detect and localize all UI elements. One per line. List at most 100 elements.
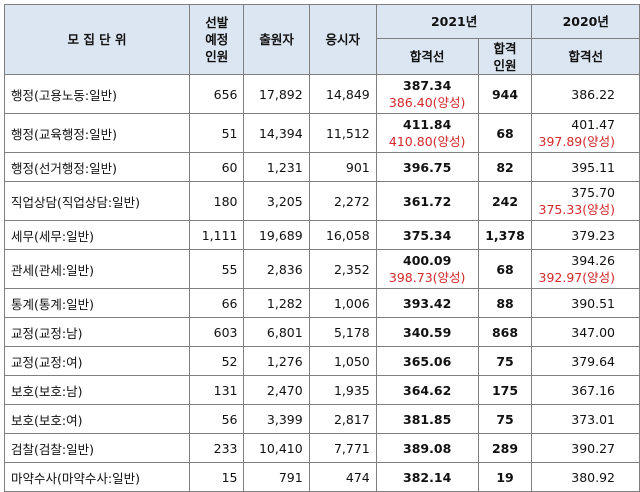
- cutoff-2020-cell: 386.22: [531, 74, 640, 114]
- header-planned-line: 예정: [205, 32, 229, 47]
- cutoff-2020-value: 395.11: [571, 159, 615, 175]
- cutoff-2020-value: 380.92: [571, 469, 615, 485]
- planned-cell: 603: [189, 317, 245, 347]
- planned-cell: 55: [189, 249, 245, 289]
- applicants-cell: 791: [243, 462, 310, 492]
- table-row: 관세(관세:일반) 55 2,836 2,352 400.09 398.73(양성) 68 3…: [3, 249, 640, 289]
- passers-cell: 944: [477, 74, 533, 114]
- applicants-cell: 19,689: [243, 220, 310, 250]
- header-planned-line: 선발: [205, 15, 229, 30]
- header-passers-line: 합격: [493, 40, 517, 56]
- results-table: 모 집 단 위 선발 예정 인원 출원자 응시자 2021년 2020년 합격선…: [3, 4, 640, 492]
- cutoff-2020-gender-note: 375.33(양성): [538, 202, 616, 217]
- cutoff-2021-cell: 381.85: [375, 404, 479, 434]
- takers-cell: 2,272: [308, 181, 377, 221]
- cutoff-2021-value: 365.06: [403, 353, 452, 369]
- applicants-cell: 1,231: [243, 152, 310, 182]
- header-planned: 선발 예정 인원: [189, 4, 245, 75]
- cutoff-2021-cell: 411.84 410.80(양성): [375, 113, 479, 153]
- unit-cell: 교정(교정:남): [3, 317, 191, 347]
- planned-cell: 56: [189, 404, 245, 434]
- unit-cell: 보호(보호:남): [3, 375, 191, 405]
- takers-cell: 474: [308, 462, 377, 492]
- cutoff-2021-cell: 382.14: [375, 462, 479, 492]
- header-planned-line: 인원: [205, 49, 229, 64]
- applicants-cell: 2,470: [243, 375, 310, 405]
- takers-cell: 1,935: [308, 375, 377, 405]
- planned-cell: 233: [189, 433, 245, 463]
- planned-cell: 15: [189, 462, 245, 492]
- cutoff-2020-cell: 379.64: [531, 346, 640, 376]
- passers-cell: 242: [477, 181, 533, 221]
- cutoff-2021-gender-note: 398.73(양성): [388, 270, 466, 285]
- cutoff-2020-cell: 375.70 375.33(양성): [531, 181, 640, 221]
- cutoff-2020-cell: 390.51: [531, 288, 640, 318]
- cutoff-2021-value: 396.75: [403, 159, 452, 175]
- cutoff-2020-value: 375.70: [571, 185, 615, 200]
- planned-cell: 1,111: [189, 220, 245, 250]
- passers-cell: 289: [477, 433, 533, 463]
- applicants-cell: 3,205: [243, 181, 310, 221]
- cutoff-2021-cell: 400.09 398.73(양성): [375, 249, 479, 289]
- cutoff-2021-value: 389.08: [403, 440, 452, 456]
- cutoff-2020-cell: 373.01: [531, 404, 640, 434]
- takers-cell: 5,178: [308, 317, 377, 347]
- table-row: 행정(고용노동:일반) 656 17,892 14,849 387.34 386.40(양…: [3, 74, 640, 114]
- takers-cell: 1,006: [308, 288, 377, 318]
- cutoff-2021-cell: 389.08: [375, 433, 479, 463]
- unit-cell: 행정(선거행정:일반): [3, 152, 191, 182]
- table-row: 교정(교정:여) 52 1,276 1,050 365.06 75 379.64: [3, 346, 640, 376]
- cutoff-2020-value: 401.47: [571, 117, 615, 132]
- cutoff-2021-cell: 340.59: [375, 317, 479, 347]
- cutoff-2020-value: 367.16: [571, 382, 615, 398]
- header-unit: 모 집 단 위: [3, 4, 191, 75]
- cutoff-2021-cell: 375.34: [375, 220, 479, 250]
- cutoff-2020-cell: 390.27: [531, 433, 640, 463]
- cutoff-2020-value: 390.51: [571, 295, 615, 311]
- header-year-2020: 2020년: [531, 4, 640, 39]
- applicants-cell: 14,394: [243, 113, 310, 153]
- takers-cell: 11,512: [308, 113, 377, 153]
- unit-cell: 통계(통계:일반): [3, 288, 191, 318]
- unit-cell: 행정(고용노동:일반): [3, 74, 191, 114]
- header-cutoff-2021: 합격선: [375, 38, 479, 75]
- table-row: 마약수사(마약수사:일반) 15 791 474 382.14 19 380.92: [3, 462, 640, 492]
- cutoff-2021-gender-note: 386.40(양성): [388, 95, 466, 110]
- cutoff-2020-value: 347.00: [571, 324, 615, 340]
- passers-cell: 68: [477, 249, 533, 289]
- header-passers: 합격 인원: [477, 38, 533, 75]
- table-row: 행정(교육행정:일반) 51 14,394 11,512 411.84 410.80(양성…: [3, 113, 640, 153]
- planned-cell: 131: [189, 375, 245, 405]
- takers-cell: 7,771: [308, 433, 377, 463]
- table-row: 교정(교정:남) 603 6,801 5,178 340.59 868 347.00: [3, 317, 640, 347]
- table-row: 검찰(검찰:일반) 233 10,410 7,771 389.08 289 390.27: [3, 433, 640, 463]
- cutoff-2020-cell: 367.16: [531, 375, 640, 405]
- cutoff-2020-cell: 379.23: [531, 220, 640, 250]
- cutoff-2021-value: 400.09: [403, 253, 452, 268]
- cutoff-2020-value: 394.26: [571, 253, 615, 268]
- unit-cell: 교정(교정:여): [3, 346, 191, 376]
- table-row: 행정(선거행정:일반) 60 1,231 901 396.75 82 395.11: [3, 152, 640, 182]
- cutoff-2020-cell: 394.26 392.97(양성): [531, 249, 640, 289]
- planned-cell: 60: [189, 152, 245, 182]
- cutoff-2020-gender-note: 397.89(양성): [538, 134, 616, 149]
- table-body: 행정(고용노동:일반) 656 17,892 14,849 387.34 386.40(양…: [3, 74, 640, 492]
- cutoff-2021-value: 393.42: [403, 295, 452, 311]
- takers-cell: 901: [308, 152, 377, 182]
- applicants-cell: 3,399: [243, 404, 310, 434]
- applicants-cell: 10,410: [243, 433, 310, 463]
- cutoff-2020-value: 379.23: [571, 227, 615, 243]
- header-cutoff-2020: 합격선: [531, 38, 640, 75]
- cutoff-2021-cell: 396.75: [375, 152, 479, 182]
- cutoff-2021-value: 382.14: [403, 469, 452, 485]
- cutoff-2021-value: 340.59: [403, 324, 452, 340]
- cutoff-2021-cell: 393.42: [375, 288, 479, 318]
- takers-cell: 14,849: [308, 74, 377, 114]
- cutoff-2020-cell: 401.47 397.89(양성): [531, 113, 640, 153]
- unit-cell: 보호(보호:여): [3, 404, 191, 434]
- cutoff-2021-cell: 365.06: [375, 346, 479, 376]
- cutoff-2020-value: 373.01: [571, 411, 615, 427]
- passers-cell: 82: [477, 152, 533, 182]
- cutoff-2020-cell: 347.00: [531, 317, 640, 347]
- table-row: 보호(보호:남) 131 2,470 1,935 364.62 175 367.16: [3, 375, 640, 405]
